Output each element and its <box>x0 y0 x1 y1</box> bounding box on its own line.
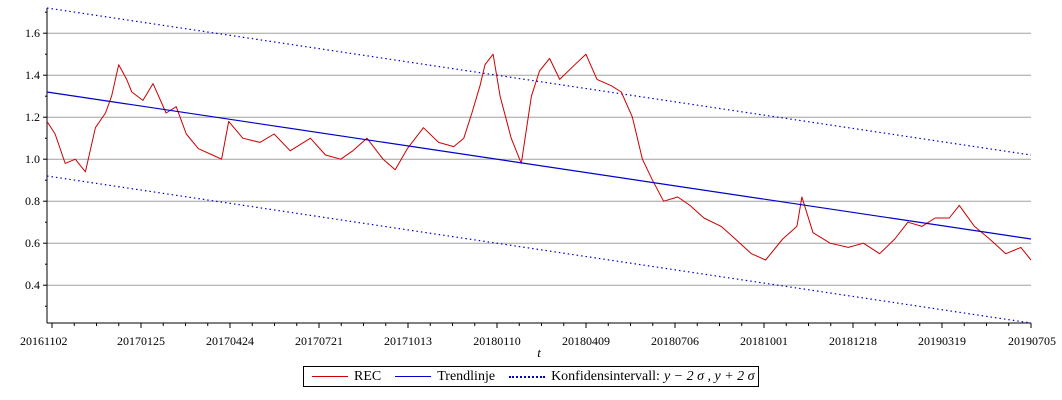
x-tick-label: 20181218 <box>829 334 877 348</box>
legend-swatch-rec <box>312 376 348 377</box>
series-confidence-upper <box>46 7 1032 156</box>
legend-label-trend: Trendlinje <box>437 368 496 384</box>
y-tick-label: 0.8 <box>25 194 40 208</box>
y-tick-label: 1.6 <box>25 26 40 40</box>
series-confidence-lower <box>46 175 1032 324</box>
legend-label-confidence: Konfidensintervall: <box>551 368 660 384</box>
legend-item-confidence: Konfidensintervall: y − 2 σ , y + 2 σ <box>509 369 755 385</box>
series <box>46 7 1032 324</box>
x-tick-label: 20180706 <box>651 334 699 348</box>
x-tick-label: 20171013 <box>384 334 432 348</box>
series-rec-line <box>46 53 1032 261</box>
grid <box>47 32 1031 286</box>
legend-formula-confidence: y − 2 σ , y + 2 σ <box>663 368 755 384</box>
axes <box>46 8 1031 324</box>
x-tick-label: 20190319 <box>918 334 966 348</box>
x-tick-label: 20170721 <box>295 334 343 348</box>
y-tick-label: 1.4 <box>25 68 40 82</box>
series-trend-line <box>46 91 1032 240</box>
x-tick-label: 20180110 <box>473 334 521 348</box>
x-ticks: 20161102 20170125 20170424 20170721 20171013… <box>20 323 1056 348</box>
legend-label-rec: REC <box>354 368 382 384</box>
legend-swatch-confidence <box>509 375 546 378</box>
legend-item-rec: REC <box>312 369 381 385</box>
legend-swatch-trend <box>395 376 432 377</box>
x-tick-label: 20180409 <box>562 334 610 348</box>
x-tick-label: 20161102 <box>20 334 68 348</box>
x-tick-label: 20190705 <box>1008 334 1056 348</box>
x-tick-label: 20170424 <box>206 334 254 348</box>
legend-item-trend: Trendlinje <box>395 369 495 385</box>
x-axis-title: t <box>537 345 541 360</box>
y-tick-label: 0.4 <box>25 278 40 292</box>
y-tick-label: 1.0 <box>25 152 40 166</box>
y-ticks: 0.4 0.6 0.8 1.0 1.2 1.4 1.6 <box>25 11 47 307</box>
legend: REC Trendlinje Konfidensintervall: y − 2… <box>303 366 759 387</box>
y-tick-label: 0.6 <box>25 236 40 250</box>
x-tick-label: 20181001 <box>740 334 788 348</box>
x-tick-label: 20170125 <box>117 334 165 348</box>
y-tick-label: 1.2 <box>25 110 40 124</box>
